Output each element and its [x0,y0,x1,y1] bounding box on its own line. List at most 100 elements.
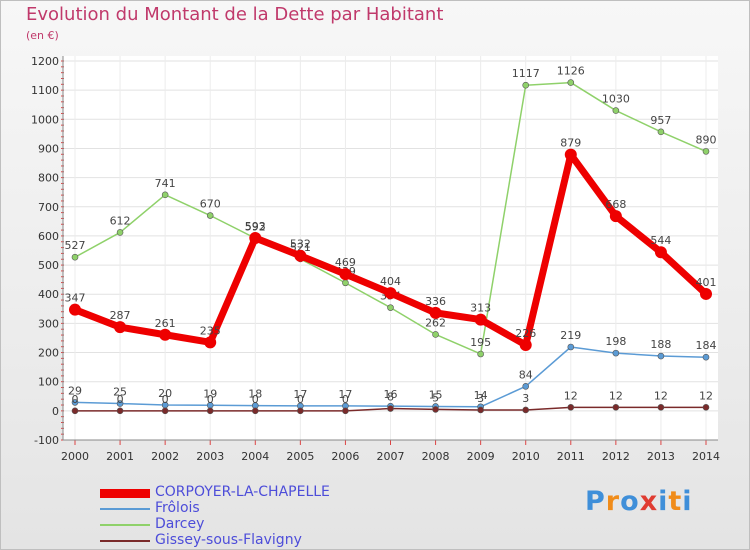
data-point-3 [474,313,487,326]
data-label-1: 84 [519,368,533,381]
data-label-2: 0 [117,393,124,406]
data-label-0: 957 [650,114,671,127]
y-tick-label: 800 [38,172,59,185]
data-point-0 [161,191,169,199]
data-label-3: 401 [696,276,717,289]
data-label-0: 741 [155,177,176,190]
data-point-2 [477,406,484,414]
data-point-1 [657,352,665,360]
x-tick-label: 2008 [422,450,450,463]
legend-label-gissey: Gissey-sous-Flavigny [155,532,302,548]
data-point-0 [432,331,439,338]
data-label-0: 670 [200,198,221,211]
y-tick-label: 400 [38,288,59,301]
x-tick-label: 2003 [196,450,224,463]
data-label-3: 313 [470,302,491,315]
y-tick-label: 1100 [31,84,59,97]
data-point-3 [69,303,81,316]
data-point-3 [339,268,352,281]
legend-label-corpoyer: CORPOYER-LA-CHAPELLE [155,484,330,500]
data-label-3: 668 [605,198,626,211]
data-label-2: 12 [654,389,668,402]
data-label-2: 0 [342,393,349,406]
data-label-0: 592 [245,220,266,233]
data-point-2 [612,404,620,411]
data-label-0: 1126 [557,65,585,78]
data-point-3 [700,287,712,300]
y-tick-label: 700 [38,201,59,214]
data-point-2 [161,407,169,415]
data-label-2: 0 [207,393,214,406]
data-point-2 [116,407,124,415]
data-point-3 [384,287,397,300]
data-label-1: 188 [650,338,671,351]
data-point-3 [249,231,262,244]
data-label-3: 404 [380,275,401,288]
data-point-1 [71,399,79,406]
data-label-0: 195 [470,336,491,349]
data-label-2: 12 [609,389,623,402]
data-point-1 [702,353,710,361]
proxiti-logo: Proxiti [585,486,693,517]
x-tick-label: 2002 [151,450,179,463]
data-label-3: 336 [425,295,446,308]
y-tick-label: -100 [34,434,59,447]
logo-letter: x [639,486,659,517]
data-label-3: 261 [155,317,176,330]
data-point-0 [206,212,214,219]
data-label-3: 593 [245,220,266,233]
data-label-3: 879 [560,137,581,150]
data-label-1: 184 [696,339,717,352]
data-label-0: 262 [425,316,446,329]
data-point-1 [522,383,530,390]
data-point-0 [477,350,484,358]
data-label-3: 226 [515,327,536,340]
data-point-3 [159,328,172,341]
data-label-2: 3 [477,392,484,405]
data-point-0 [387,304,394,311]
x-tick-label: 2001 [106,450,134,463]
data-point-0 [702,148,710,155]
data-point-3 [429,306,442,319]
data-point-0 [116,229,124,236]
x-tick-label: 2006 [331,450,359,463]
data-point-2 [387,405,394,412]
data-label-2: 0 [252,393,259,406]
data-label-2: 8 [387,391,394,404]
x-tick-label: 2004 [241,450,269,463]
logo-letter: i [658,486,669,517]
data-point-3 [564,148,577,161]
data-label-0: 890 [696,133,717,146]
chart-title: Evolution du Montant de la Dette par Hab… [26,4,444,25]
legend-label-darcey: Darcey [155,516,205,532]
legend-swatch-darcey [100,524,150,526]
data-label-2: 0 [297,393,304,406]
data-point-3 [609,210,622,223]
x-tick-label: 2000 [61,450,89,463]
data-point-2 [657,404,665,411]
legend-label-frolois: Frôlois [155,500,200,516]
data-label-1: 17 [338,388,352,401]
data-label-1: 198 [605,335,626,348]
data-point-3 [654,246,667,259]
x-tick-label: 2011 [557,450,585,463]
data-label-3: 544 [650,234,671,247]
data-point-3 [294,249,307,262]
x-tick-label: 2013 [647,450,675,463]
data-label-3: 235 [200,324,221,337]
data-label-3: 347 [65,292,86,305]
data-point-3 [114,321,127,334]
data-label-1: 16 [384,388,398,401]
data-label-1: 29 [68,384,82,397]
data-point-0 [522,81,530,89]
data-label-1: 25 [113,386,127,399]
data-label-1: 14 [474,389,488,402]
logo-letter: i [682,486,693,517]
data-point-1 [612,349,620,357]
data-label-2: 0 [162,393,169,406]
legend-swatch-frolois [100,508,150,510]
data-point-0 [657,128,665,136]
data-point-2 [206,407,214,415]
y-tick-label: 0 [52,405,59,418]
